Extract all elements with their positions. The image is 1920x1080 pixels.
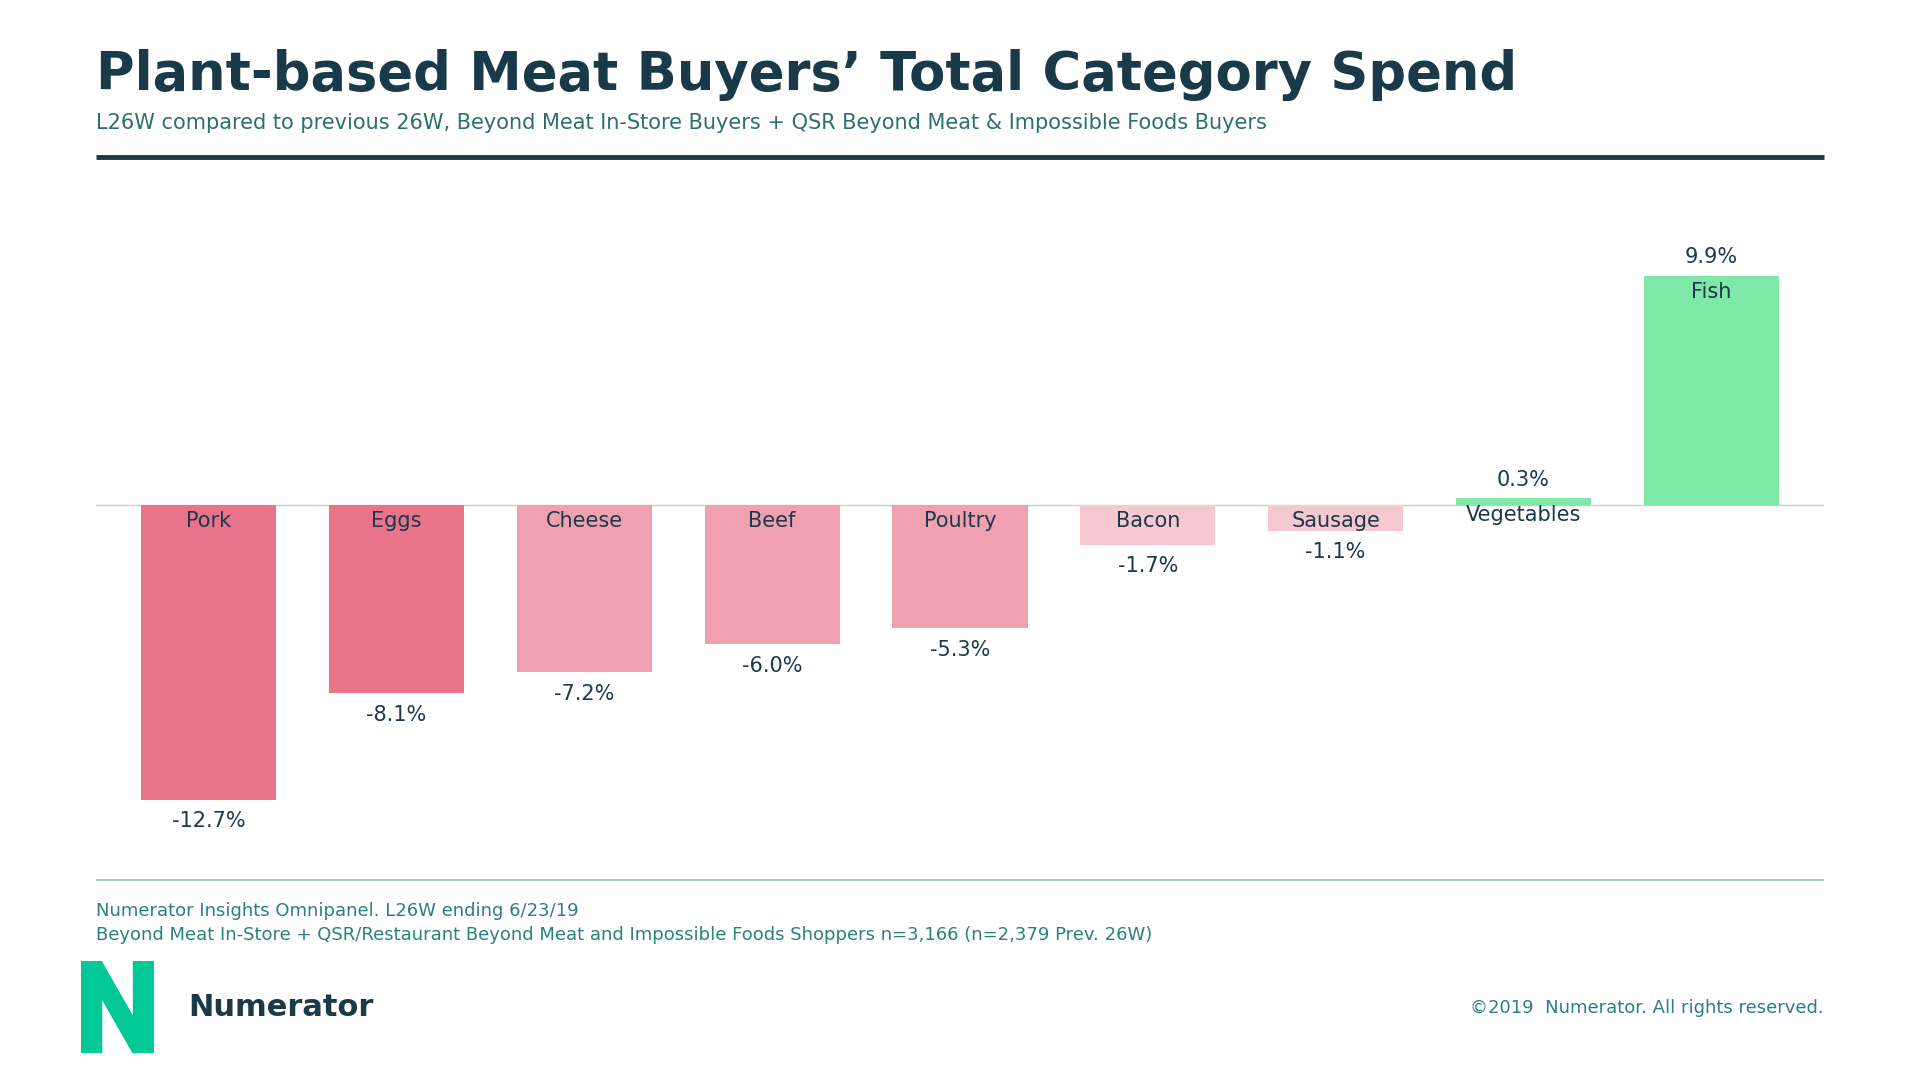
- Text: Plant-based Meat Buyers’ Total Category Spend: Plant-based Meat Buyers’ Total Category …: [96, 49, 1517, 100]
- Text: Beyond Meat In-Store + QSR/Restaurant Beyond Meat and Impossible Foods Shoppers : Beyond Meat In-Store + QSR/Restaurant Be…: [96, 926, 1152, 944]
- Text: -12.7%: -12.7%: [173, 811, 246, 832]
- Text: 9.9%: 9.9%: [1684, 247, 1738, 268]
- Bar: [1644, 275, 1780, 505]
- Polygon shape: [81, 961, 154, 1053]
- Bar: [1267, 505, 1404, 530]
- Text: Cheese: Cheese: [545, 511, 622, 531]
- Bar: [516, 505, 653, 672]
- Text: Numerator: Numerator: [188, 994, 374, 1022]
- Text: Vegetables: Vegetables: [1465, 505, 1582, 525]
- Text: -1.7%: -1.7%: [1117, 556, 1179, 577]
- Text: Numerator Insights Omnipanel. L26W ending 6/23/19: Numerator Insights Omnipanel. L26W endin…: [96, 902, 578, 920]
- Text: -6.0%: -6.0%: [741, 656, 803, 676]
- Bar: [705, 505, 839, 645]
- Text: L26W compared to previous 26W, Beyond Meat In-Store Buyers + QSR Beyond Meat & I: L26W compared to previous 26W, Beyond Me…: [96, 113, 1267, 134]
- Bar: [893, 505, 1027, 629]
- Text: Poultry: Poultry: [924, 511, 996, 531]
- Bar: [328, 505, 465, 693]
- Text: -5.3%: -5.3%: [929, 639, 991, 660]
- Text: Fish: Fish: [1692, 283, 1732, 302]
- Text: Sausage: Sausage: [1292, 511, 1380, 531]
- Bar: [1455, 498, 1592, 505]
- Text: 0.3%: 0.3%: [1498, 470, 1549, 490]
- Text: Eggs: Eggs: [371, 511, 422, 531]
- Polygon shape: [132, 961, 154, 1053]
- Bar: [140, 505, 276, 800]
- Text: ©2019  Numerator. All rights reserved.: ©2019 Numerator. All rights reserved.: [1471, 999, 1824, 1016]
- Bar: [1081, 505, 1215, 544]
- Text: -8.1%: -8.1%: [367, 705, 426, 725]
- Text: Pork: Pork: [186, 511, 230, 531]
- Text: Beef: Beef: [749, 511, 797, 531]
- Text: -1.1%: -1.1%: [1306, 542, 1365, 563]
- Polygon shape: [81, 961, 102, 1053]
- Text: -7.2%: -7.2%: [555, 684, 614, 704]
- Text: Bacon: Bacon: [1116, 511, 1181, 531]
